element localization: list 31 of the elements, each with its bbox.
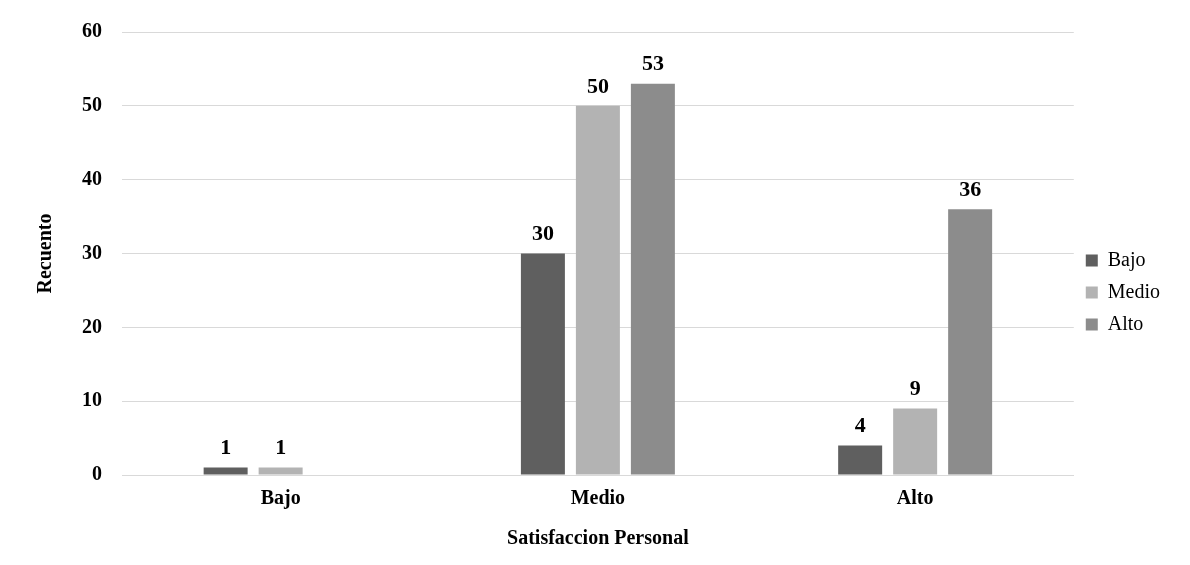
legend-label: Medio: [1107, 279, 1160, 302]
x-axis-title: Satisfaccion Personal: [507, 526, 690, 549]
y-tick-label: 10: [82, 388, 102, 411]
y-tick-label: 0: [92, 462, 102, 485]
data-label: 50: [586, 72, 609, 98]
x-tick-label: Bajo: [260, 486, 301, 510]
y-tick-label: 40: [82, 166, 102, 189]
bar: [948, 209, 993, 475]
legend-label: Alto: [1107, 311, 1144, 334]
y-tick-label: 30: [82, 240, 102, 263]
bar: [203, 467, 248, 475]
data-label: 30: [531, 220, 554, 246]
bar: [575, 105, 620, 475]
data-label: 1: [220, 434, 232, 460]
y-axis-title: Recuento: [33, 213, 56, 294]
y-tick-label: 50: [82, 93, 102, 116]
x-tick-label: Alto: [896, 486, 934, 509]
bar: [630, 83, 675, 475]
data-label: 1: [275, 434, 287, 460]
legend-label: Bajo: [1107, 247, 1146, 271]
bar: [520, 253, 565, 475]
y-tick-label: 20: [82, 314, 102, 337]
data-label: 36: [959, 175, 982, 201]
bar: [258, 467, 303, 475]
y-tick-label: 60: [82, 19, 102, 42]
bar: [893, 408, 938, 475]
data-label: 53: [641, 50, 664, 76]
x-tick-label: Medio: [570, 486, 626, 509]
data-label: 4: [854, 412, 866, 438]
data-label: 9: [909, 375, 921, 401]
bar: [838, 445, 883, 475]
